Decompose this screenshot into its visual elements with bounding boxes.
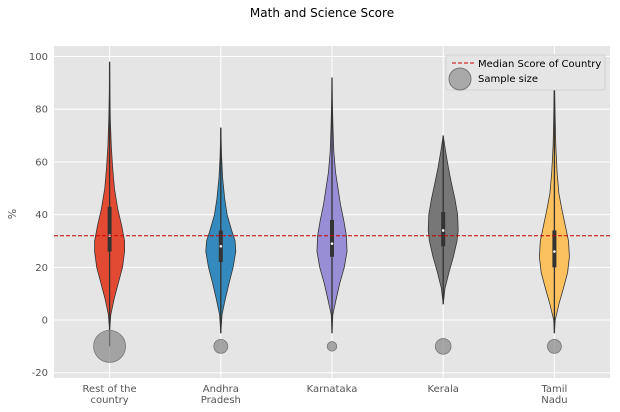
y-tick-label: 80 bbox=[35, 105, 48, 116]
y-tick-label: 20 bbox=[35, 263, 48, 274]
violin-median-dot bbox=[553, 250, 556, 253]
y-axis-ticks: -20 0 20 40 60 80 100 bbox=[29, 52, 48, 379]
sample-size-marker bbox=[213, 339, 229, 354]
x-tick-label: Andhra Pradesh bbox=[201, 384, 241, 406]
y-tick-label: 40 bbox=[35, 210, 48, 221]
legend-box bbox=[445, 54, 606, 91]
violin-median-dot bbox=[330, 242, 334, 245]
violin-2 bbox=[205, 127, 237, 334]
y-tick-label: 60 bbox=[35, 157, 48, 168]
violin-4 bbox=[427, 135, 459, 305]
x-tick-label: Rest of the country bbox=[82, 384, 136, 406]
violin-iqr-box bbox=[330, 219, 334, 257]
y-axis-label: % bbox=[6, 209, 19, 219]
violin-median-dot bbox=[441, 229, 445, 232]
sample-size-marker bbox=[547, 339, 562, 354]
sample-size-marker bbox=[434, 338, 452, 355]
violin-1 bbox=[94, 61, 125, 347]
violin-3 bbox=[316, 77, 348, 334]
violin-iqr-box bbox=[552, 230, 557, 268]
x-tick-label: Tamil Nadu bbox=[540, 384, 567, 406]
legend-median-label: Median Score of Country bbox=[478, 59, 601, 70]
legend-sample-size-swatch bbox=[448, 67, 472, 91]
sample-size-marker bbox=[326, 341, 338, 352]
sample-size-marker bbox=[93, 329, 126, 363]
violin-median-dot bbox=[219, 244, 223, 248]
y-tick-label: -20 bbox=[32, 368, 48, 379]
x-axis-ticks: Rest of the country Andhra Pradesh Karnataka… bbox=[82, 384, 567, 406]
violins bbox=[94, 61, 570, 347]
violin-iqr-box bbox=[107, 206, 112, 252]
x-tick-label: Kerala bbox=[428, 384, 459, 395]
y-tick-label: 0 bbox=[42, 316, 48, 327]
violin-iqr-box bbox=[441, 212, 446, 247]
legend-sample-size-label: Sample size bbox=[478, 74, 538, 85]
y-tick-label: 100 bbox=[29, 52, 48, 63]
sample-size-markers bbox=[93, 329, 562, 363]
chart-title: Math and Science Score bbox=[250, 6, 394, 20]
x-tick-label: Karnataka bbox=[307, 384, 358, 395]
legend: Median Score of Country Sample size bbox=[445, 54, 606, 91]
